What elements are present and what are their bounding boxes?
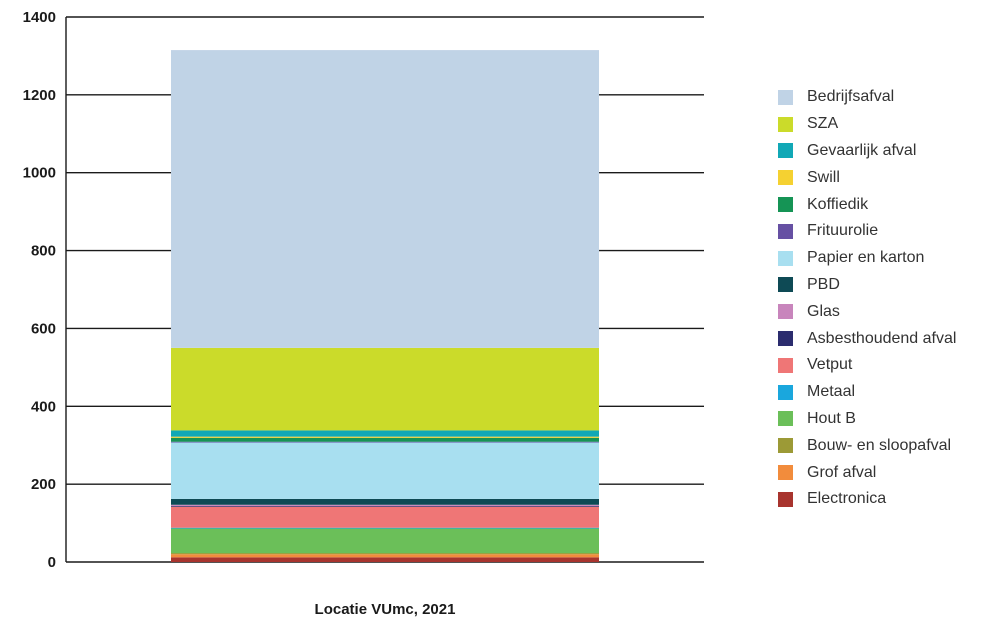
legend-swatch xyxy=(778,384,793,400)
legend-swatch xyxy=(778,465,793,481)
bar-segment-papier-en-karton xyxy=(171,442,599,499)
legend-label: Metaal xyxy=(807,383,856,401)
bar-segment-hout-b xyxy=(171,528,599,554)
legend-swatch xyxy=(778,89,793,105)
legend: Bedrijfsafval SZA Gevaarlijk afval Swill Kof… xyxy=(778,84,956,513)
legend-item-pbd: PBD xyxy=(778,272,956,299)
legend-label: Glas xyxy=(807,302,840,320)
bar-segment-vetput xyxy=(171,506,599,528)
legend-item-gevaarlijk-afval: Gevaarlijk afval xyxy=(778,138,956,165)
legend-swatch xyxy=(778,411,793,427)
legend-item-metaal: Metaal xyxy=(778,379,956,406)
legend-item-grof-afval: Grof afval xyxy=(778,459,956,486)
legend-label: Vetput xyxy=(807,356,853,374)
y-tick-labels: 0 200 400 600 800 1000 1200 1400 xyxy=(23,9,56,571)
legend-swatch xyxy=(778,143,793,159)
y-tick-label: 600 xyxy=(31,320,56,337)
legend-label: Asbesthoudend afval xyxy=(807,329,957,347)
legend-label: Grof afval xyxy=(807,463,877,481)
legend-item-bouw-en-sloopafval: Bouw- en sloopafval xyxy=(778,432,956,459)
legend-swatch xyxy=(778,491,793,507)
y-tick-label: 800 xyxy=(31,243,56,260)
bar-segment-bedrijfsafval xyxy=(171,50,599,348)
legend-label: SZA xyxy=(807,115,839,133)
y-tick-label: 1400 xyxy=(23,9,56,26)
legend-swatch xyxy=(778,277,793,293)
legend-swatch xyxy=(778,170,793,186)
legend-label: Frituurolie xyxy=(807,222,879,240)
legend-label: Swill xyxy=(807,168,840,186)
y-tick-label: 400 xyxy=(31,398,56,415)
bar-segment-glas xyxy=(171,504,599,506)
legend-swatch xyxy=(778,438,793,454)
legend-item-hout-b: Hout B xyxy=(778,406,956,433)
legend-item-electronica: Electronica xyxy=(778,486,956,513)
legend-label: Bouw- en sloopafval xyxy=(807,436,952,454)
legend-item-bedrijfsafval: Bedrijfsafval xyxy=(778,84,956,111)
legend-label: Hout B xyxy=(807,409,856,427)
bar-segment-pbd xyxy=(171,498,599,505)
y-tick-label: 0 xyxy=(48,554,56,571)
legend-item-asbesthoudend-afval: Asbesthoudend afval xyxy=(778,325,956,352)
legend-swatch xyxy=(778,197,793,213)
bar-segment-metaal xyxy=(171,527,599,529)
legend-label: Gevaarlijk afval xyxy=(807,141,917,159)
bar-segment-electronica xyxy=(171,557,599,562)
bar-stack xyxy=(171,50,599,562)
legend-swatch xyxy=(778,331,793,347)
legend-item-vetput: Vetput xyxy=(778,352,956,379)
bar-segment-swill xyxy=(171,436,599,438)
legend-item-swill: Swill xyxy=(778,164,956,191)
bar-segment-asbesthoudend-afval xyxy=(171,505,599,507)
legend-label: Bedrijfsafval xyxy=(807,88,895,106)
bar-segment-frituurolie xyxy=(171,441,599,443)
legend-item-koffiedik: Koffiedik xyxy=(778,191,956,218)
legend-swatch xyxy=(778,357,793,373)
bar-segment-sza xyxy=(171,347,599,431)
legend-label: Papier en karton xyxy=(807,249,925,267)
bar-segment-bouw-en-sloopafval xyxy=(171,553,599,555)
y-tick-label: 1000 xyxy=(23,165,56,182)
legend-item-papier-en-karton: Papier en karton xyxy=(778,245,956,272)
legend-swatch xyxy=(778,116,793,132)
legend-label: Electronica xyxy=(807,490,887,508)
bar-segment-koffiedik xyxy=(171,437,599,442)
y-tick-label: 200 xyxy=(31,476,56,493)
bar-segment-gevaarlijk-afval xyxy=(171,430,599,437)
legend-item-frituurolie: Frituurolie xyxy=(778,218,956,245)
bar-segment-grof-afval xyxy=(171,554,599,558)
legend-swatch xyxy=(778,304,793,320)
x-axis-category-label: Locatie VUmc, 2021 xyxy=(315,601,456,618)
legend-swatch xyxy=(778,250,793,266)
legend-item-sza: SZA xyxy=(778,111,956,138)
legend-swatch xyxy=(778,223,793,239)
legend-label: Koffiedik xyxy=(807,195,869,213)
legend-item-glas: Glas xyxy=(778,298,956,325)
legend-label: PBD xyxy=(807,275,840,293)
y-tick-label: 1200 xyxy=(23,87,56,104)
